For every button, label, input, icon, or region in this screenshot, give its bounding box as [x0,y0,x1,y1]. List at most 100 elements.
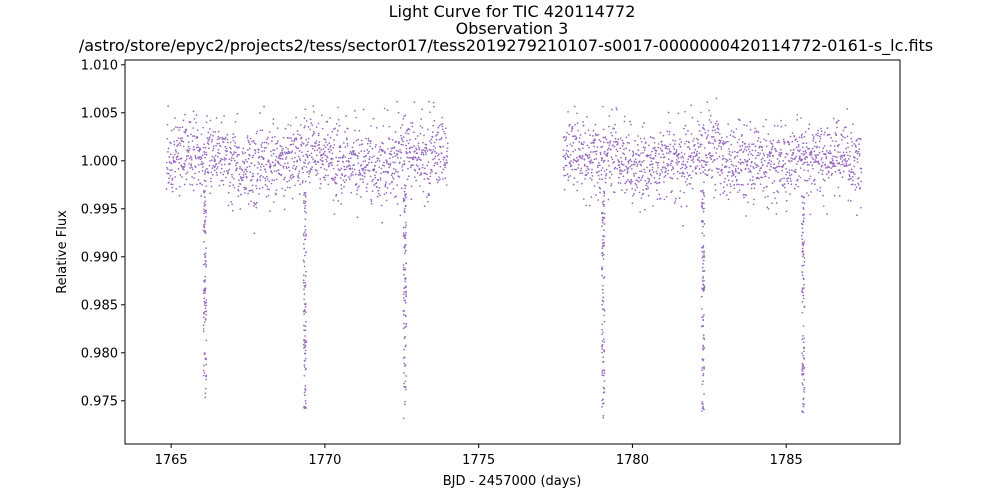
y-tick-label: 0.985 [81,298,118,313]
data-point [735,165,738,167]
data-point [602,284,604,287]
data-point [202,126,204,129]
data-point [676,163,679,166]
data-point [434,155,437,158]
data-point [610,173,613,176]
data-point [801,243,804,246]
data-point [247,149,249,151]
data-point [761,146,763,149]
data-point [445,184,448,186]
data-point [247,203,250,205]
data-point [304,254,306,257]
data-point [690,133,693,135]
data-point [339,177,342,179]
data-point [232,136,234,139]
data-point [311,124,314,126]
data-point [416,152,419,155]
data-point [634,139,636,142]
data-point [406,178,409,181]
data-point [658,153,660,155]
data-point [736,155,739,157]
data-point [365,154,368,157]
data-point [235,164,237,167]
data-point [847,154,849,157]
data-point [168,181,170,184]
data-point [304,388,307,390]
data-point [429,172,432,174]
data-point [298,170,301,173]
data-point [205,180,207,183]
data-point [814,161,817,163]
data-point [665,195,668,198]
data-point [801,227,804,230]
data-point [405,196,407,199]
data-point [304,344,307,347]
data-point [603,369,606,372]
data-point [354,152,357,155]
data-point [640,164,643,167]
data-point [332,128,335,130]
data-point [577,129,579,132]
data-point [583,158,586,161]
data-point [315,126,318,129]
data-point [644,141,647,144]
data-point [296,147,298,150]
data-point [204,318,207,321]
data-point [380,172,382,175]
data-point [590,171,593,174]
data-point [704,131,707,134]
data-point [830,152,832,155]
data-point [428,140,431,143]
data-point [738,172,741,174]
data-point [181,137,184,139]
data-point [785,167,787,170]
data-point [621,189,623,192]
data-point [671,160,674,163]
data-point [637,180,640,183]
data-point [205,310,208,313]
data-point [166,137,169,140]
data-point [429,111,431,114]
data-point [805,142,808,145]
data-point [313,145,316,148]
data-point [200,157,203,159]
data-point [707,169,710,172]
data-point [358,171,361,174]
data-point [803,202,806,205]
data-point [737,167,740,170]
data-point [683,127,685,130]
data-point [314,163,317,165]
data-point [397,111,400,114]
data-point [709,114,712,117]
data-point [598,178,601,180]
data-point [602,398,604,401]
data-point [658,181,661,184]
data-point [608,115,611,117]
data-point [334,173,337,175]
data-point [717,171,719,174]
data-point [283,151,286,154]
data-point [404,252,406,255]
data-point [671,166,674,168]
data-point [801,201,804,204]
data-point [716,124,719,127]
data-point [719,193,722,196]
data-point [355,193,358,196]
data-point [187,155,189,157]
data-point [211,159,213,162]
data-point [700,111,702,114]
data-point [776,158,779,160]
data-point [183,162,185,165]
data-point [711,155,714,157]
data-point [702,259,705,262]
data-point [754,149,757,152]
data-point [624,182,627,185]
data-point [404,364,407,366]
data-point [836,156,838,159]
data-point [337,168,340,171]
data-point [679,138,681,141]
data-point [247,192,249,195]
data-point [740,135,743,137]
data-point [401,139,404,141]
data-point [807,169,809,172]
